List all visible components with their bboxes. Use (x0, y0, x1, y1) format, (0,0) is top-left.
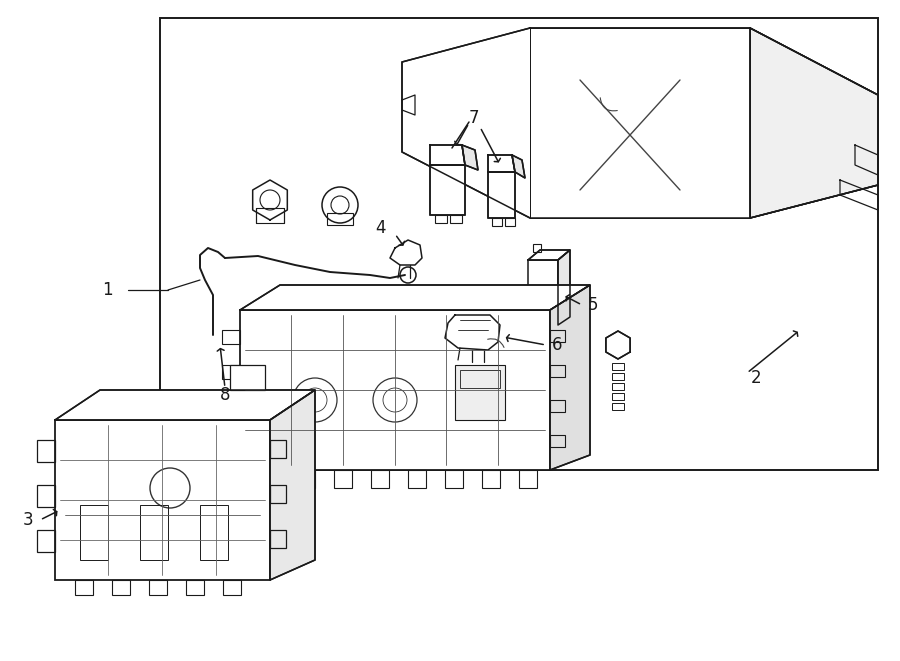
Bar (612, 383, 624, 390)
Text: 6: 6 (552, 336, 562, 354)
Polygon shape (430, 165, 465, 215)
Bar (55, 420, 270, 580)
Polygon shape (55, 390, 315, 420)
Polygon shape (430, 145, 465, 165)
Bar (455, 365, 505, 420)
Bar (612, 363, 624, 370)
Bar (612, 373, 624, 380)
Bar (528, 260, 558, 325)
Polygon shape (445, 315, 500, 350)
Bar (222, 400, 240, 414)
Polygon shape (558, 250, 570, 325)
Bar (334, 470, 352, 488)
Bar (492, 218, 502, 226)
Polygon shape (488, 172, 515, 218)
Bar (482, 470, 500, 488)
Bar (550, 435, 565, 447)
Bar (371, 470, 389, 488)
Text: 5: 5 (588, 296, 598, 314)
Bar (160, 18, 878, 470)
Bar (550, 400, 565, 412)
Bar (222, 365, 240, 379)
Text: 1: 1 (102, 281, 112, 299)
Polygon shape (402, 28, 878, 218)
Bar (75, 580, 93, 595)
Bar (37, 440, 55, 462)
Bar (612, 393, 624, 400)
Bar (200, 505, 228, 560)
Bar (222, 330, 240, 344)
Bar (435, 215, 447, 223)
Bar (460, 370, 500, 388)
Polygon shape (550, 285, 590, 470)
Bar (612, 403, 624, 410)
Bar (270, 485, 286, 503)
Bar (445, 470, 463, 488)
Bar (222, 435, 240, 449)
Polygon shape (462, 145, 478, 170)
Text: 4: 4 (374, 219, 385, 237)
Bar (149, 580, 167, 595)
Polygon shape (750, 28, 878, 218)
Bar (240, 310, 550, 470)
Polygon shape (528, 250, 570, 260)
Bar (505, 218, 515, 226)
Bar (112, 580, 130, 595)
Bar (450, 215, 462, 223)
Bar (256, 208, 284, 223)
Bar (550, 365, 565, 377)
Text: 2: 2 (751, 369, 761, 387)
Polygon shape (606, 331, 630, 359)
Bar (230, 365, 265, 390)
Polygon shape (512, 155, 525, 178)
Text: 8: 8 (220, 386, 230, 404)
Text: 7: 7 (469, 109, 479, 127)
Polygon shape (530, 28, 750, 218)
Bar (270, 440, 286, 458)
Bar (408, 470, 426, 488)
Bar (550, 330, 565, 342)
Polygon shape (270, 390, 315, 580)
Bar (37, 530, 55, 552)
Bar (260, 470, 278, 488)
Polygon shape (240, 285, 590, 310)
Bar (533, 244, 541, 252)
Bar (80, 505, 108, 560)
Bar (297, 470, 315, 488)
Circle shape (150, 468, 190, 508)
Bar (270, 530, 286, 548)
Bar (186, 580, 204, 595)
Bar (140, 505, 168, 560)
Bar (519, 470, 537, 488)
Polygon shape (488, 155, 515, 172)
Bar (327, 213, 353, 225)
Bar (37, 485, 55, 507)
Text: 3: 3 (22, 511, 33, 529)
Bar (223, 580, 241, 595)
